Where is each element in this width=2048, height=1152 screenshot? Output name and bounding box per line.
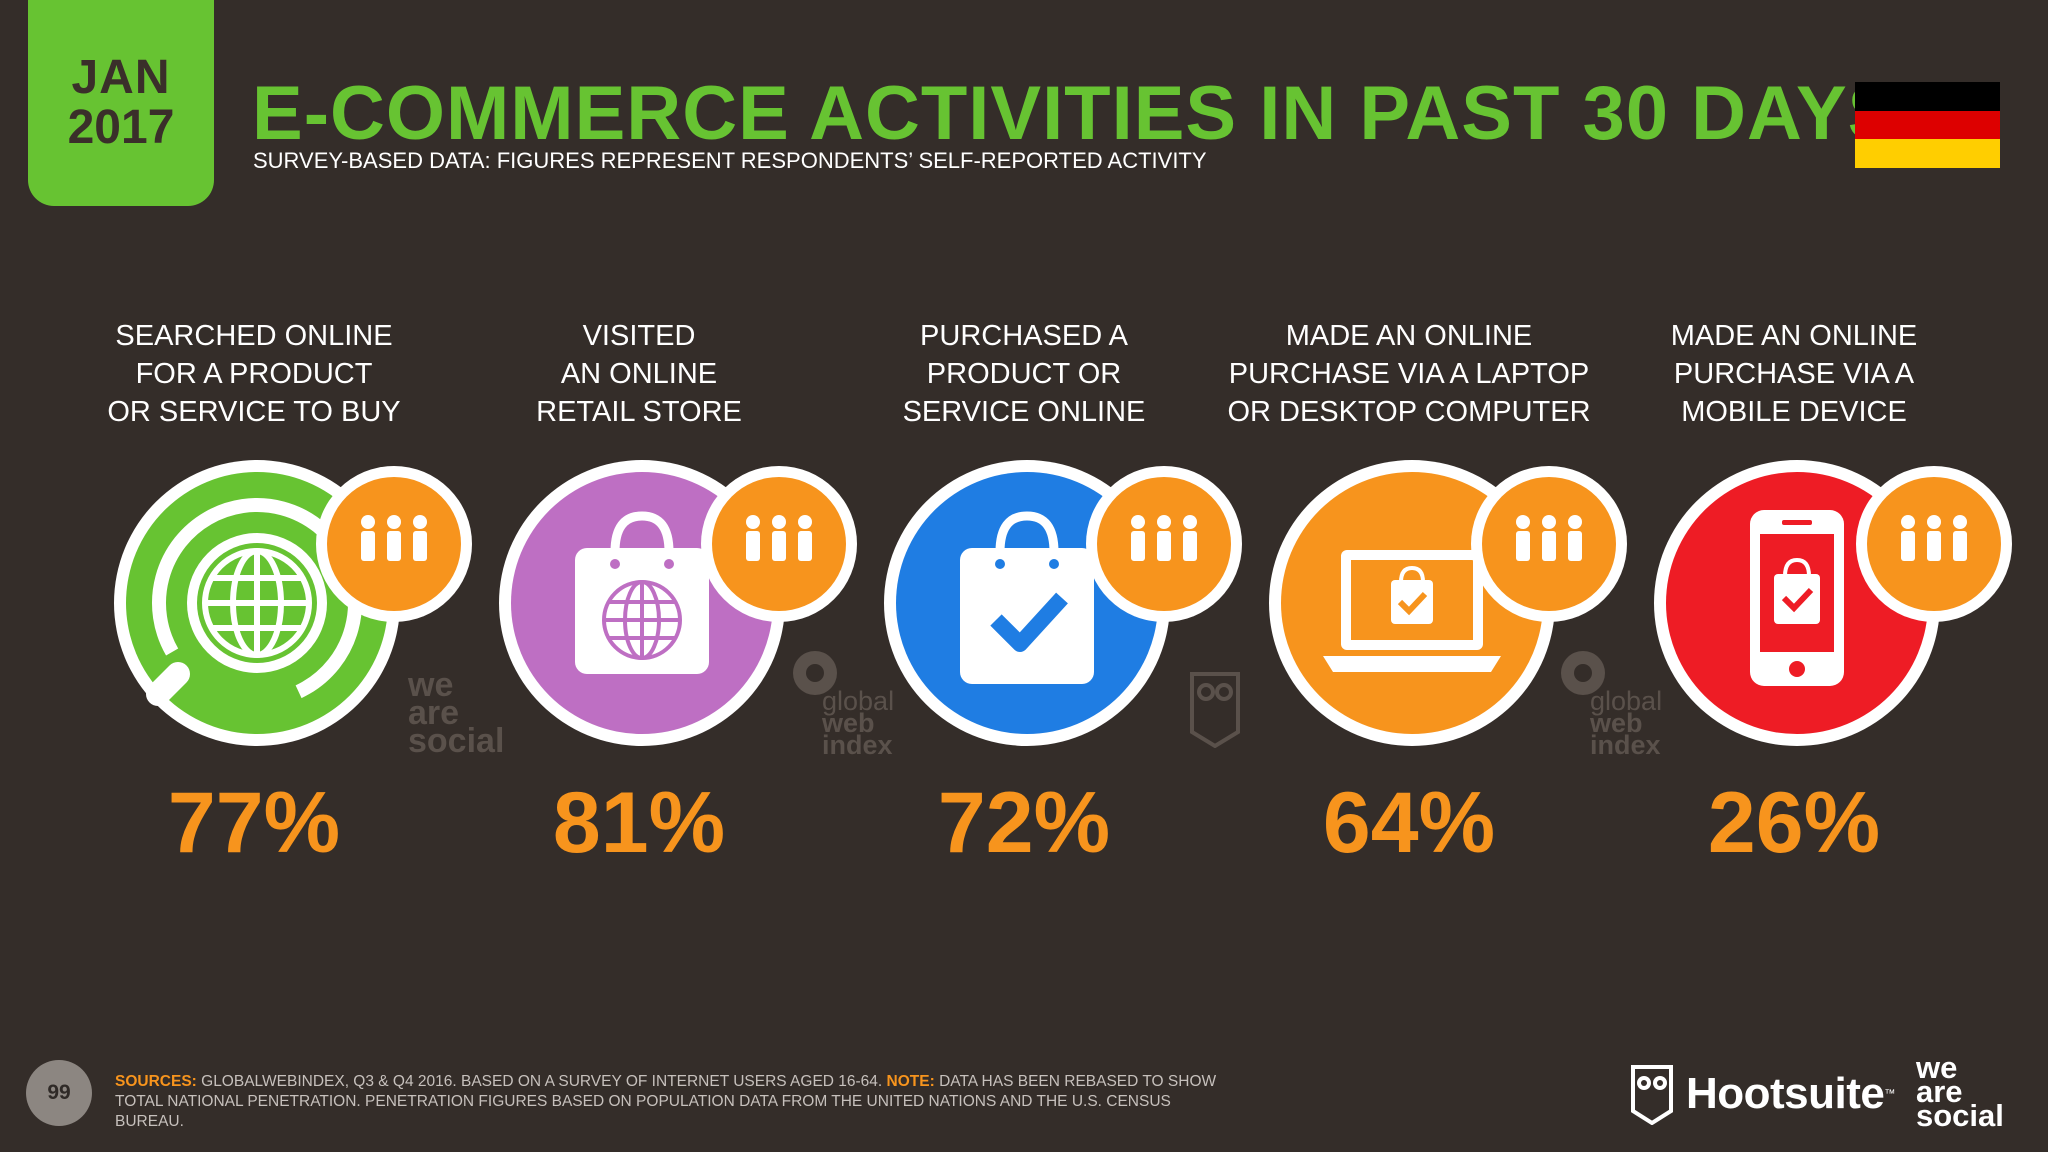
stat-value: 81% <box>552 775 726 871</box>
shopping-bag-check-icon <box>960 511 1094 684</box>
people-icon <box>746 515 812 561</box>
phone-bag-icon <box>1750 510 1844 686</box>
date-year: 2017 <box>67 101 175 154</box>
we-are-social-watermark: we are social <box>408 666 505 760</box>
stat-value: 77% <box>167 775 341 871</box>
stat-label: MADE AN ONLINE PURCHASE VIA A MOBILE DEV… <box>1670 320 1918 428</box>
hootsuite-logo: Hootsuite ™ <box>1630 1062 1895 1126</box>
hootsuite-owl-icon <box>1631 1065 1673 1125</box>
globalwebindex-watermark: global web index <box>1590 686 1663 760</box>
stat-value: 64% <box>1322 775 1496 871</box>
hootsuite-tm: ™ <box>1884 1088 1896 1100</box>
stat-laptop-purchase: MADE AN ONLINE PURCHASE VIA A LAPTOP OR … <box>1217 0 1627 1152</box>
germany-flag-icon <box>1855 82 2000 168</box>
laptop-bag-icon <box>1323 550 1501 672</box>
people-badge <box>1086 466 1242 622</box>
we-are-social-logo: we are social <box>1916 1050 2004 1133</box>
page-subtitle: SURVEY-BASED DATA: FIGURES REPRESENT RES… <box>253 148 1207 173</box>
people-icon <box>361 515 427 561</box>
flag-stripe-black <box>1855 82 2000 111</box>
people-badge <box>701 466 857 622</box>
stat-label: VISITED AN ONLINE RETAIL STORE <box>536 320 742 428</box>
stat-label: PURCHASED A PRODUCT OR SERVICE ONLINE <box>902 320 1146 428</box>
page-title: E-COMMERCE ACTIVITIES IN PAST 30 DAYS <box>252 71 1900 156</box>
flag-stripe-red <box>1855 110 2000 140</box>
date-month: JAN <box>71 51 171 104</box>
globalwebindex-watermark: global web index <box>822 686 895 760</box>
stat-purchased-online: PURCHASED A PRODUCT OR SERVICE ONLINE 72… <box>832 0 1242 1152</box>
hootsuite-owl-watermark-icon <box>1190 672 1240 748</box>
note-key: NOTE: <box>886 1073 935 1090</box>
people-badge <box>316 466 472 622</box>
people-icon <box>1901 515 1967 561</box>
stat-value: 72% <box>937 775 1111 871</box>
people-icon <box>1516 515 1582 561</box>
people-icon <box>1131 515 1197 561</box>
flag-stripe-gold <box>1855 139 2000 168</box>
people-badge <box>1471 466 1627 622</box>
note-text: DATA HAS BEEN REBASED TO SHOW TOTAL NATI… <box>115 1073 1217 1130</box>
stat-visited-store: VISITED AN ONLINE RETAIL STORE <box>447 0 857 1152</box>
sources-note: SOURCES: GLOBALWEBINDEX, Q3 & Q4 2016. B… <box>115 1072 1235 1132</box>
globalwebindex-logo-icon <box>1561 651 1605 695</box>
sources-key: SOURCES: <box>115 1073 197 1090</box>
stat-value: 26% <box>1707 775 1881 871</box>
stat-label: SEARCHED ONLINE FOR A PRODUCT OR SERVICE… <box>107 320 401 428</box>
sources-text: GLOBALWEBINDEX, Q3 & Q4 2016. BASED ON A… <box>196 1073 887 1090</box>
globalwebindex-logo-icon <box>793 651 837 695</box>
shopping-bag-globe-icon <box>575 511 709 674</box>
stat-searched-online: SEARCHED ONLINE FOR A PRODUCT OR SERVICE… <box>62 0 472 1152</box>
stat-mobile-purchase: MADE AN ONLINE PURCHASE VIA A MOBILE DEV… <box>1602 0 2012 1152</box>
people-badge <box>1856 466 2012 622</box>
hootsuite-wordmark: Hootsuite <box>1686 1069 1885 1118</box>
stat-label: MADE AN ONLINE PURCHASE VIA A LAPTOP OR … <box>1227 320 1591 428</box>
date-badge: JAN 2017 <box>28 0 214 206</box>
stat-circle <box>1269 460 1555 746</box>
page-number: 99 <box>26 1060 92 1126</box>
